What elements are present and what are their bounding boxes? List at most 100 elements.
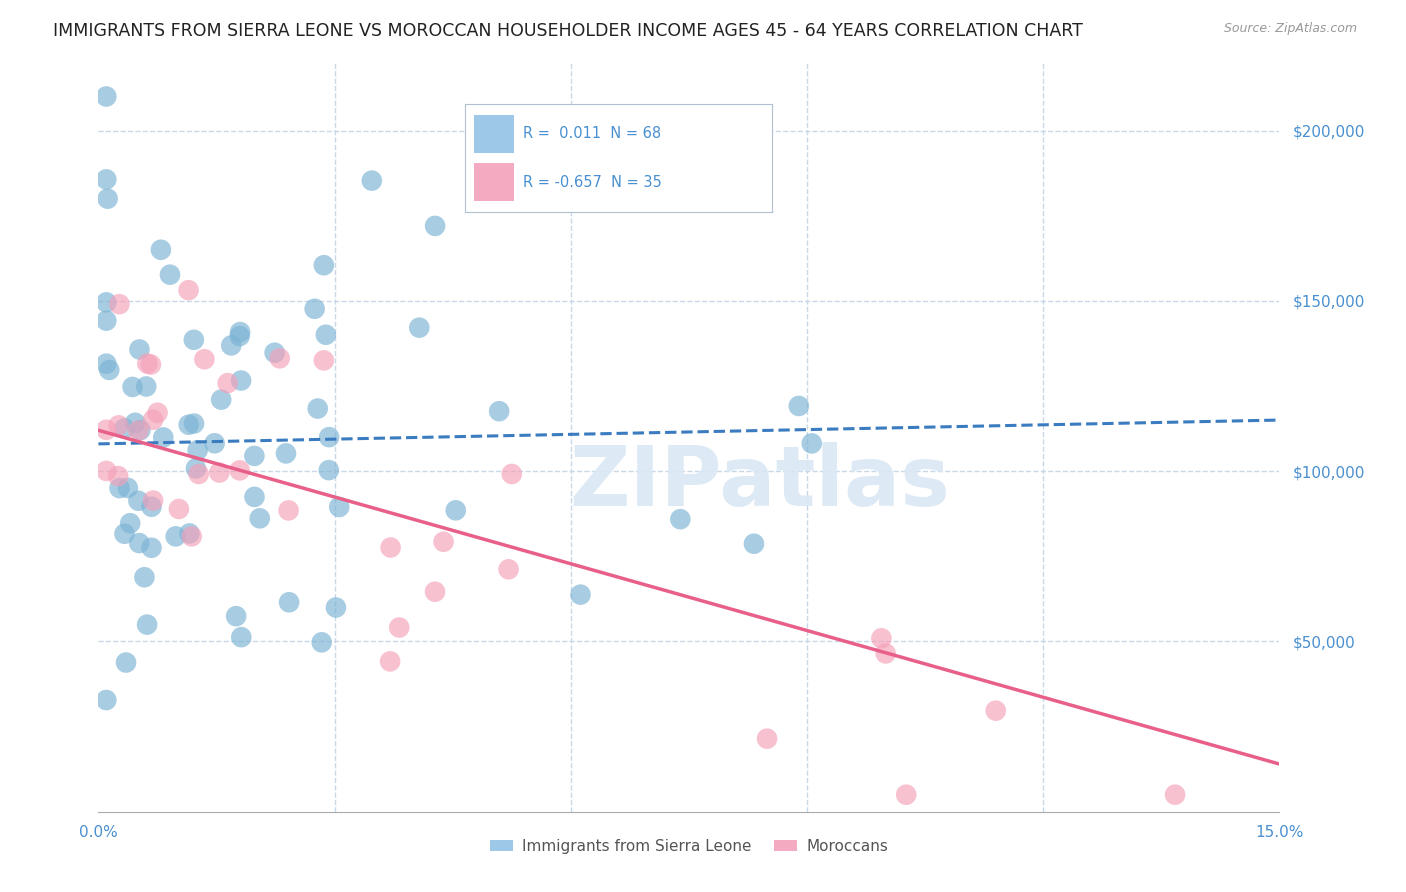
Point [318,430,340,444]
Point [870,632,893,646]
Point [243,449,266,463]
Point [108,297,131,311]
Point [408,320,430,334]
Point [274,446,297,460]
Point [108,481,131,495]
Point [136,357,159,371]
Point [159,268,181,282]
Point [177,283,200,297]
Point [177,417,200,432]
Point [219,338,242,352]
Point [114,526,136,541]
Text: ZIPatlas: ZIPatlas [569,442,950,523]
Point [183,333,205,347]
Point [127,424,149,438]
Point [208,466,231,480]
Point [128,536,150,550]
Point [229,374,252,388]
Point [167,502,190,516]
Legend: Immigrants from Sierra Leone, Moroccans: Immigrants from Sierra Leone, Moroccans [484,833,894,860]
Point [136,617,159,632]
Point [149,243,172,257]
Point [183,417,205,431]
Point [96,89,118,103]
Point [304,301,326,316]
Point [146,406,169,420]
Point [328,500,350,514]
Point [378,654,401,668]
Point [139,358,162,372]
Point [217,376,239,390]
Point [423,219,446,233]
Text: Source: ZipAtlas.com: Source: ZipAtlas.com [1223,22,1357,36]
Point [229,325,252,339]
Text: IMMIGRANTS FROM SIERRA LEONE VS MOROCCAN HOUSEHOLDER INCOME AGES 45 - 64 YEARS C: IMMIGRANTS FROM SIERRA LEONE VS MOROCCAN… [53,22,1083,40]
Point [124,416,146,430]
Point [96,295,118,310]
Point [184,461,207,475]
Point [179,526,201,541]
Point [187,467,209,481]
Point [569,588,592,602]
Point [142,413,165,427]
Point [180,529,202,543]
Point [423,584,446,599]
Point [984,704,1007,718]
Point [896,788,918,802]
Point [134,570,156,584]
Point [96,313,118,327]
Point [498,562,520,576]
Point [278,595,301,609]
Point [152,430,174,444]
Point [228,463,250,477]
Point [875,647,897,661]
Point [127,493,149,508]
Point [204,436,226,450]
Point [96,693,118,707]
Point [318,463,340,477]
Point [432,534,454,549]
Point [114,421,136,435]
Point [96,172,118,186]
Point [129,423,152,437]
Point [142,493,165,508]
Point [312,258,335,272]
Point [263,345,285,359]
Point [501,467,523,481]
Point [128,343,150,357]
Point [96,464,118,478]
Point [117,481,139,495]
Point [1164,788,1187,802]
Point [380,541,402,555]
Point [141,500,163,514]
Point [325,600,347,615]
Point [312,353,335,368]
Point [141,541,163,555]
Point [228,329,250,343]
Point [243,490,266,504]
Point [388,621,411,635]
Point [96,357,118,371]
Point [756,731,779,746]
Point [107,469,129,483]
Point [97,192,120,206]
Point [669,512,692,526]
Point [98,363,121,377]
Point [269,351,291,366]
Point [121,380,143,394]
Point [107,418,129,433]
Point [742,537,765,551]
Point [187,443,209,458]
Point [225,609,247,624]
Point [307,401,329,416]
Point [135,379,157,393]
Point [277,503,299,517]
Point [315,327,337,342]
Point [115,656,138,670]
Point [800,436,823,450]
Point [165,529,187,543]
Point [787,399,810,413]
Point [249,511,271,525]
Point [488,404,510,418]
Point [231,630,253,644]
